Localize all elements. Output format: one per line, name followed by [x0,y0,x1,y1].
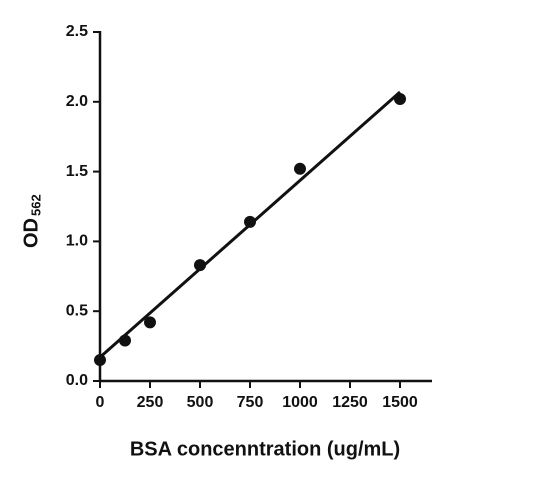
y-tick-label: 2.5 [66,23,88,40]
y-axis-label-subscript: 562 [28,194,43,216]
x-tick-label: 250 [137,394,164,411]
data-point [294,162,306,175]
y-axis-label-text: OD [20,218,42,248]
y-tick-label: 1.0 [66,233,88,250]
x-tick-label: 0 [96,394,105,411]
x-tick-label: 1500 [382,394,418,411]
y-tick-label: 0.0 [66,372,88,389]
x-tick-label: 1000 [282,394,318,411]
x-tick-label: 750 [237,394,264,411]
data-point [94,354,106,367]
y-tick-label: 0.5 [66,302,88,319]
x-tick-label: 500 [187,394,214,411]
data-point [119,334,131,347]
x-axis-label: BSA concenntration (ug/mL) [130,438,400,460]
x-tick-label: 1250 [332,394,368,411]
y-tick-label: 1.5 [66,163,88,180]
data-point [194,259,206,272]
data-point [244,215,256,228]
y-axis-label: OD 562 [20,194,43,248]
data-point [394,93,406,106]
data-point [144,316,156,329]
y-tick-label: 2.0 [66,93,88,110]
